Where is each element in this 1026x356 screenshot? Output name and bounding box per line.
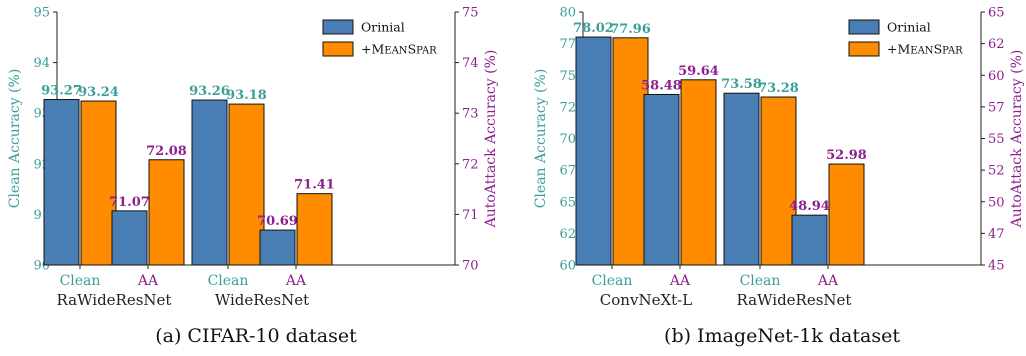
panel-2-bar-rawideresnet-aa-original — [791, 214, 828, 266]
panel-1-bar-rawideresnet-aa-original — [111, 210, 148, 266]
panel-1-x-tick-label: AA — [285, 273, 307, 289]
panel-2-legend-label-meanspar: +MEANSPAR — [887, 42, 963, 57]
panel-2-left-tick-label: 70 — [559, 132, 576, 147]
panel-2-data-label: 59.64 — [678, 64, 719, 79]
panel-2-left-tick-label: 65 — [559, 195, 576, 210]
panel-2-left-tick-label: 60 — [559, 259, 576, 274]
panel-1-data-label: 72.08 — [146, 144, 187, 159]
panel-2-legend-label-original: Orinial — [887, 20, 931, 35]
panel-2-right-tick-label: 55 — [988, 132, 1005, 147]
panel-1-right-tick-label: 71 — [462, 208, 479, 223]
panel-1-data-label: 93.18 — [226, 88, 267, 103]
panel-1-data-label: 93.24 — [78, 85, 119, 100]
panel-2-ylabel-right: AutoAttack Accuracy (%) — [1009, 50, 1025, 229]
panel-1-group-label: RaWideResNet — [57, 291, 172, 309]
panel-1-legend-label-original: Orinial — [361, 20, 405, 35]
panel-2-legend-swatch-original — [848, 19, 880, 35]
panel-2-legend-swatch-meanspar — [848, 41, 880, 57]
panel-1-x-tick-label: AA — [137, 273, 159, 289]
panel-2-bar-rawideresnet-aa-meanspar — [828, 163, 865, 266]
panel-2-bar-rawideresnet-clean-original — [723, 92, 760, 266]
panel-1-right-tick-label: 74 — [462, 56, 479, 71]
panel-2-x-tick-label: AA — [817, 273, 839, 289]
panel-2-ylabel-left: Clean Accuracy (%) — [533, 69, 549, 209]
panel-1-right-tick-label: 72 — [462, 157, 479, 172]
panel-1-right-tick-label: 73 — [462, 107, 479, 122]
panel-2-right-tick-label: 47 — [988, 227, 1005, 242]
panel-2-data-label: 73.58 — [721, 77, 762, 92]
panel-2-caption: (b) ImageNet-1k dataset — [664, 325, 900, 347]
panel-2-right-tick-label: 60 — [988, 69, 1005, 84]
panel-1-bar-wideresnet-aa-meanspar — [296, 193, 333, 266]
panel-2-data-label: 58.48 — [641, 78, 682, 93]
panel-1-bar-rawideresnet-aa-meanspar — [148, 159, 185, 266]
panel-1-ylabel-left: Clean Accuracy (%) — [7, 69, 23, 209]
panel-1-data-label: 93.26 — [189, 84, 230, 99]
panel-2-bar-convnext-l-clean-original — [575, 36, 612, 266]
panel-2-left-tick-label: 77 — [559, 37, 576, 52]
panel-2-bar-convnext-l-aa-meanspar — [680, 79, 717, 266]
panel-2-group-label: ConvNeXt-L — [600, 291, 692, 309]
panel-2-data-label: 52.98 — [826, 148, 867, 163]
panel-1-ylabel-right: AutoAttack Accuracy (%) — [483, 50, 499, 229]
panel-2-right-tick-label: 57 — [988, 100, 1005, 115]
panel-2-left-tick-label: 67 — [559, 164, 576, 179]
panel-1-caption: (a) CIFAR-10 dataset — [155, 325, 357, 347]
panel-2-bar-convnext-l-clean-meanspar — [612, 37, 649, 266]
panel-1-data-label: 70.69 — [257, 214, 298, 229]
panel-1-group-label: WideResNet — [215, 291, 309, 309]
panel-1-data-label: 93.27 — [41, 84, 82, 99]
panel-2-data-label: 78.02 — [573, 21, 614, 36]
panel-1-data-label: 71.41 — [294, 178, 335, 193]
panel-1-left-tick-label: 94 — [33, 56, 50, 71]
panel-1-left-tick-label: 95 — [33, 6, 50, 21]
panel-2-right-tick-label: 50 — [988, 195, 1005, 210]
panel-1-legend-label-meanspar: +MEANSPAR — [361, 42, 437, 57]
panel-2-group-label: RaWideResNet — [737, 291, 852, 309]
panel-2-right-tick-label: 45 — [988, 259, 1005, 274]
panel-2-x-tick-label: Clean — [740, 273, 781, 289]
panel-2-left-tick-label: 80 — [559, 6, 576, 21]
panel-2-left-tick-label: 62 — [559, 227, 576, 242]
panel-2-data-label: 73.28 — [758, 81, 799, 96]
panel-1-right-tick-label: 75 — [462, 6, 479, 21]
panel-2-left-tick-label: 72 — [559, 100, 576, 115]
panel-2-right-tick-label: 52 — [988, 164, 1005, 179]
panel-1-legend-swatch-original — [322, 19, 354, 35]
panel-1-x-tick-label: Clean — [60, 273, 101, 289]
panel-1-bar-wideresnet-clean-meanspar — [228, 103, 265, 266]
panel-1-bar-wideresnet-aa-original — [259, 229, 296, 266]
panel-1-bar-rawideresnet-clean-original — [43, 99, 80, 266]
panel-1-data-label: 71.07 — [109, 195, 150, 210]
panel-2-bar-convnext-l-aa-original — [643, 93, 680, 266]
panel-2-right-tick-label: 65 — [988, 6, 1005, 21]
panel-1-legend-swatch-meanspar — [322, 41, 354, 57]
panel-2-x-tick-label: AA — [669, 273, 691, 289]
panel-2-data-label: 77.96 — [610, 22, 651, 37]
panel-2-x-tick-label: Clean — [592, 273, 633, 289]
panel-2-left-tick-label: 75 — [559, 69, 576, 84]
panel-2-right-tick-label: 62 — [988, 37, 1005, 52]
panel-2-data-label: 48.94 — [789, 199, 830, 214]
panel-1-right-tick-label: 70 — [462, 259, 479, 274]
panel-1-bar-wideresnet-clean-original — [191, 99, 228, 266]
panel-2-bar-rawideresnet-clean-meanspar — [760, 96, 797, 266]
panel-1-x-tick-label: Clean — [208, 273, 249, 289]
panel-1-bar-rawideresnet-clean-meanspar — [80, 100, 117, 266]
